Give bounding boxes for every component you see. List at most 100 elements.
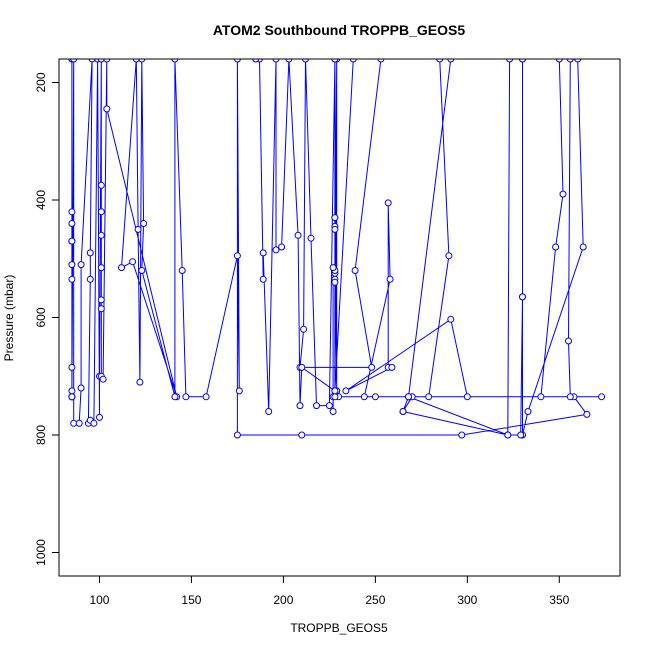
data-point: [259, 275, 267, 283]
data-point: [97, 59, 105, 63]
data-point: [598, 393, 606, 401]
data-point: [272, 246, 280, 254]
data-point: [565, 337, 572, 345]
data-point: [386, 275, 394, 283]
data-point: [77, 261, 85, 269]
data-point: [272, 59, 280, 63]
data-point: [75, 419, 83, 427]
data-point: [583, 410, 591, 418]
data-point: [171, 59, 179, 63]
data-point: [298, 363, 306, 371]
data-point: [97, 296, 105, 304]
data-point: [298, 431, 306, 439]
data-point: [519, 59, 526, 63]
data-point: [405, 393, 412, 401]
y-axis-label: Pressure (mbar): [2, 275, 16, 362]
data-point: [68, 237, 76, 245]
data-point: [302, 59, 309, 63]
data-point: [463, 393, 471, 401]
data-point: [136, 378, 144, 386]
data-point: [331, 278, 339, 286]
data-point: [504, 431, 512, 439]
x-tick-label: 100: [89, 593, 109, 607]
data-point: [96, 413, 103, 421]
series-line: [71, 59, 602, 436]
data-point: [140, 220, 148, 227]
data-point: [97, 231, 105, 239]
data-point: [77, 384, 85, 392]
x-axis: 100 150 200 250 300 350: [89, 575, 570, 607]
data-point: [296, 402, 304, 410]
data-point: [235, 387, 243, 395]
data-point: [506, 59, 514, 63]
data-point: [88, 59, 96, 63]
data-point: [436, 59, 444, 63]
data-point: [182, 393, 190, 401]
data-point: [307, 234, 315, 242]
data-point: [118, 264, 125, 272]
data-point: [233, 59, 241, 63]
data-point: [524, 408, 532, 415]
data-point: [97, 208, 105, 216]
data-point: [313, 402, 320, 410]
data-point: [265, 408, 273, 415]
data-point: [68, 220, 76, 227]
data-point: [368, 363, 376, 371]
data-point: [138, 59, 146, 63]
chart-title: ATOM2 Southbound TROPPB_GEOS5: [213, 22, 465, 38]
x-tick-label: 200: [273, 593, 293, 607]
data-point: [388, 363, 396, 371]
data-point: [68, 387, 76, 395]
data-point: [447, 315, 455, 323]
data-point: [97, 181, 105, 189]
x-tick-label: 300: [457, 593, 477, 607]
data-point: [360, 393, 368, 401]
data-point: [68, 393, 76, 401]
data-point: [97, 264, 105, 272]
data-point: [377, 59, 385, 63]
data-point: [233, 431, 241, 439]
data-point: [331, 59, 339, 63]
data-point: [86, 249, 94, 257]
data-point: [384, 199, 392, 207]
data-point: [103, 105, 111, 113]
data-point: [178, 267, 186, 274]
data-point: [259, 249, 267, 257]
data-point: [233, 252, 241, 260]
data-point: [555, 59, 563, 63]
series-layer: [68, 59, 606, 439]
data-point: [325, 402, 333, 410]
data-point: [574, 59, 582, 63]
data-point: [458, 431, 466, 439]
x-tick-label: 250: [365, 593, 385, 607]
data-point: [566, 59, 574, 63]
data-point: [129, 258, 137, 266]
data-point: [537, 393, 545, 401]
data-point: [86, 275, 94, 283]
data-point: [68, 261, 76, 269]
y-tick-label: 600: [34, 307, 48, 327]
data-point: [329, 408, 337, 415]
data-point: [425, 393, 433, 401]
x-tick-label: 150: [181, 593, 201, 607]
data-point: [90, 419, 98, 427]
data-point: [278, 243, 286, 251]
data-point: [331, 214, 339, 222]
data-point: [103, 59, 111, 63]
data-point: [519, 293, 526, 301]
data-point: [132, 59, 140, 63]
data-point: [566, 393, 574, 401]
data-point: [517, 431, 525, 439]
data-point: [371, 393, 379, 401]
data-point: [68, 363, 76, 371]
data-point: [202, 393, 210, 401]
data-point: [579, 243, 587, 251]
data-point: [331, 387, 339, 395]
data-point: [447, 59, 455, 63]
data-point: [552, 243, 560, 251]
y-tick-label: 400: [34, 190, 48, 210]
data-point: [294, 231, 302, 239]
data-point: [351, 267, 359, 274]
x-tick-label: 350: [549, 593, 569, 607]
